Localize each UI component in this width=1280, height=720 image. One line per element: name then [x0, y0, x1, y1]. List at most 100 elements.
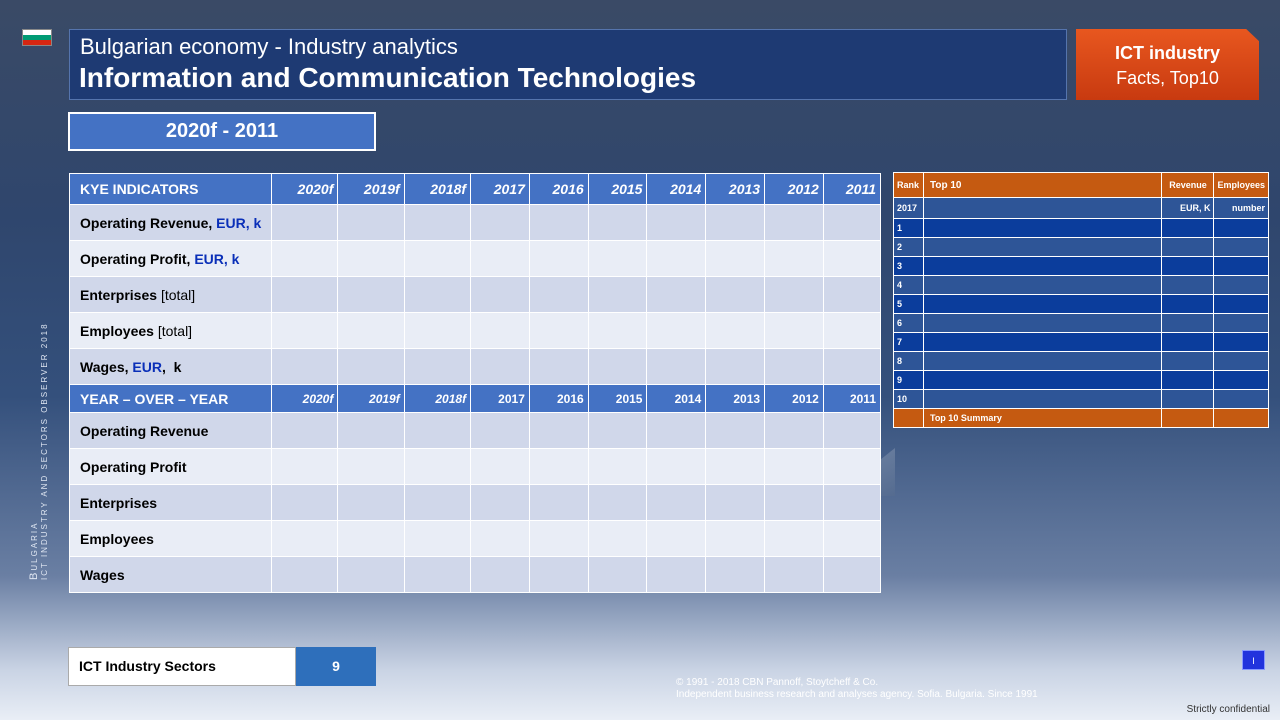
row-label-text: Operating Revenue, — [80, 214, 217, 231]
top10-row: 8 — [893, 351, 1269, 371]
flag-stripe-green — [23, 35, 51, 40]
top10-rank: 6 — [893, 313, 924, 333]
table-cell — [822, 520, 882, 557]
side-caption: Bulgaria ICT industry and sectors observ… — [28, 322, 49, 580]
table-cell — [705, 240, 766, 277]
title-box: Bulgarian economy - Industry analytics I… — [69, 29, 1067, 100]
yoy-header-label: YEAR – OVER – YEAR — [69, 384, 272, 413]
table-cell — [646, 312, 707, 349]
table-cell — [587, 276, 648, 313]
table-cell — [587, 312, 648, 349]
row-label-wages: Wages, EUR, k — [69, 348, 272, 385]
table-cell — [705, 520, 766, 557]
top10-header-row: Rank Top 10 Revenue Employees — [893, 172, 1269, 198]
year-header: 2016 — [528, 384, 589, 413]
table-row: Wages — [69, 556, 882, 593]
table-row: Operating Revenue, EUR, k — [69, 204, 882, 241]
table-cell — [470, 348, 530, 385]
table-cell — [337, 204, 405, 241]
table-cell — [764, 556, 824, 593]
year-header: 2011 — [822, 173, 882, 205]
top10-summary-row: Top 10 Summary — [893, 408, 1269, 428]
top10-summary-label: Top 10 Summary — [922, 408, 1163, 428]
year-header: 2013 — [705, 384, 766, 413]
year-header: 2017 — [470, 173, 530, 205]
top10-cell — [1213, 237, 1269, 257]
table-cell — [764, 448, 824, 485]
table-cell — [528, 204, 589, 241]
table-cell — [822, 312, 882, 349]
top10-row: 2 — [893, 237, 1269, 257]
table-cell — [528, 240, 589, 277]
table-cell — [587, 520, 648, 557]
row-label-employees: Employees [total] — [69, 312, 272, 349]
top10-table: Rank Top 10 Revenue Employees 2017 EUR, … — [893, 172, 1269, 428]
yoy-header-row: YEAR – OVER – YEAR 2020f 2019f 2018f 201… — [69, 384, 882, 413]
table-cell — [403, 204, 472, 241]
top10-subheader-row: 2017 EUR, K number — [893, 197, 1269, 219]
table-cell — [470, 240, 530, 277]
table-cell — [528, 556, 589, 593]
top10-row: 7 — [893, 332, 1269, 352]
row-extra: [total] — [160, 286, 196, 303]
table-cell — [822, 240, 882, 277]
table-cell — [337, 240, 405, 277]
table-cell — [337, 520, 405, 557]
top10-rank: 2 — [893, 237, 924, 257]
table-cell — [270, 556, 339, 593]
top10-cell — [1161, 294, 1215, 314]
year-header: 2015 — [587, 173, 648, 205]
year-header: 2016 — [528, 173, 589, 205]
table-cell — [528, 412, 589, 449]
table-cell — [470, 520, 530, 557]
table-cell — [403, 520, 472, 557]
table-cell — [270, 276, 339, 313]
top10-row: 9 — [893, 370, 1269, 390]
year-header: 2020f — [270, 384, 339, 413]
table-cell — [337, 448, 405, 485]
table-cell — [270, 204, 339, 241]
table-cell — [337, 556, 405, 593]
table-cell — [587, 412, 648, 449]
table-cell — [646, 484, 707, 521]
ict-sectors-count: 9 — [296, 647, 376, 686]
table-row: Enterprises — [69, 484, 882, 521]
side-country: Bulgaria — [28, 521, 40, 580]
table-row: Wages, EUR, k — [69, 348, 882, 385]
top10-rank: 4 — [893, 275, 924, 295]
year-header: 2019f — [337, 384, 405, 413]
top10-cell — [1161, 351, 1215, 371]
copyright-text: © 1991 - 2018 CBN Pannoff, Stoytcheff & … — [676, 677, 879, 688]
top10-cell — [922, 370, 1163, 390]
top10-cell — [922, 275, 1163, 295]
nav-button[interactable]: I — [1242, 650, 1265, 670]
table-cell — [646, 412, 707, 449]
row-unit: EUR, k — [194, 250, 240, 267]
top10-cell — [922, 197, 1163, 219]
table-cell — [822, 556, 882, 593]
top10-cell — [1161, 332, 1215, 352]
table-row: Operating Revenue — [69, 412, 882, 449]
flag-stripe-red — [23, 40, 51, 45]
top10-cell — [1161, 218, 1215, 238]
top10-rank: 7 — [893, 332, 924, 352]
table-cell — [403, 448, 472, 485]
top10-rank: 1 — [893, 218, 924, 238]
table-cell — [764, 520, 824, 557]
table-cell — [822, 412, 882, 449]
table-cell — [528, 520, 589, 557]
table-cell — [403, 276, 472, 313]
table-cell — [403, 412, 472, 449]
top10-col-revenue: Revenue — [1161, 172, 1215, 198]
row-label-text: Enterprises — [80, 286, 161, 303]
table-cell — [646, 520, 707, 557]
table-cell — [705, 204, 766, 241]
ict-industry-badge[interactable]: ICT industry Facts, Top10 — [1076, 29, 1259, 100]
table-cell — [470, 484, 530, 521]
top10-cell — [1213, 294, 1269, 314]
table-row: Enterprises [total] — [69, 276, 882, 313]
table-cell — [270, 348, 339, 385]
table-cell — [646, 348, 707, 385]
table-cell — [587, 204, 648, 241]
top10-cell — [1161, 370, 1215, 390]
